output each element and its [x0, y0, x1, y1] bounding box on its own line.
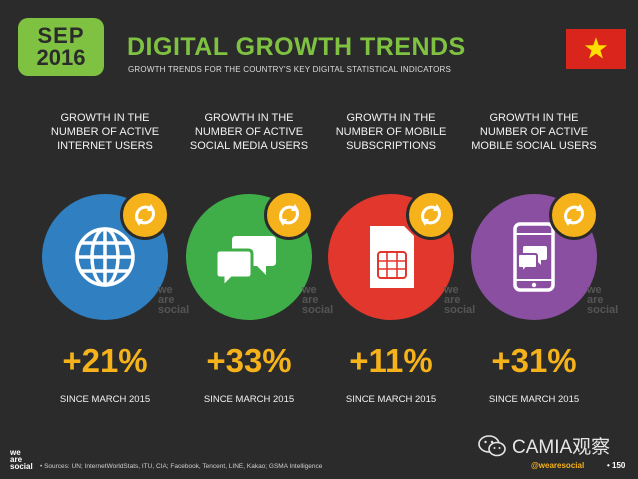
growth-arrow-icon: [406, 190, 456, 240]
growth-arrow-icon: [120, 190, 170, 240]
indicator-since: SINCE MARCH 2015: [345, 394, 437, 405]
mobile-chat-icon: [513, 222, 555, 292]
wechat-icon: [478, 434, 506, 456]
watermark-text: CAMIA观察: [512, 437, 611, 458]
indicator-label: GROWTH IN THE NUMBER OF ACTIVE SOCIAL ME…: [189, 112, 309, 152]
sim-card-icon: [370, 226, 414, 288]
indicator-since: SINCE MARCH 2015: [59, 394, 151, 405]
watermark: CAMIA观察: [478, 432, 610, 459]
vietnam-flag-icon: [566, 29, 626, 69]
page-title: DIGITAL GROWTH TRENDS: [127, 33, 466, 61]
we-are-social-mark: we are social: [587, 284, 619, 316]
indicator-since: SINCE MARCH 2015: [203, 394, 295, 405]
growth-arrow-icon: [264, 190, 314, 240]
we-are-social-mark: we are social: [302, 284, 334, 316]
indicator-label: GROWTH IN THE NUMBER OF ACTIVE MOBILE SO…: [471, 112, 597, 152]
indicator-label: GROWTH IN THE NUMBER OF MOBILE SUBSCRIPT…: [335, 112, 447, 152]
indicator-label: GROWTH IN THE NUMBER OF ACTIVE INTERNET …: [50, 112, 160, 152]
we-are-social-mark: we are social: [444, 284, 476, 316]
indicator-value: +21%: [62, 342, 148, 379]
social-handle: @wearesocial: [531, 461, 585, 470]
we-are-social-logo: we are social: [10, 448, 33, 471]
indicator-social-media-users: GROWTH IN THE NUMBER OF ACTIVE SOCIAL ME…: [180, 112, 333, 405]
indicator-value: +33%: [206, 342, 292, 379]
indicator-internet-users: GROWTH IN THE NUMBER OF ACTIVE INTERNET …: [36, 112, 189, 405]
growth-arrow-icon: [549, 190, 599, 240]
indicator-mobile-social-users: GROWTH IN THE NUMBER OF ACTIVE MOBILE SO…: [465, 112, 618, 405]
indicator-since: SINCE MARCH 2015: [488, 394, 580, 405]
page-number: • 150: [607, 461, 626, 470]
page-subtitle: GROWTH TRENDS FOR THE COUNTRY'S KEY DIGI…: [128, 65, 452, 74]
sources-note: • Sources: UN; InternetWorldStats, ITU, …: [40, 463, 323, 470]
date-badge: SEP 2016: [18, 18, 104, 76]
we-are-social-mark: we are social: [158, 284, 190, 316]
indicator-mobile-subscriptions: GROWTH IN THE NUMBER OF MOBILE SUBSCRIPT…: [322, 112, 475, 405]
date-year: 2016: [36, 45, 86, 70]
indicator-value: +11%: [349, 342, 433, 379]
date-month: SEP: [37, 22, 85, 48]
indicator-value: +31%: [491, 342, 577, 379]
chat-bubbles-icon: [214, 236, 276, 291]
globe-icon: [75, 227, 135, 287]
